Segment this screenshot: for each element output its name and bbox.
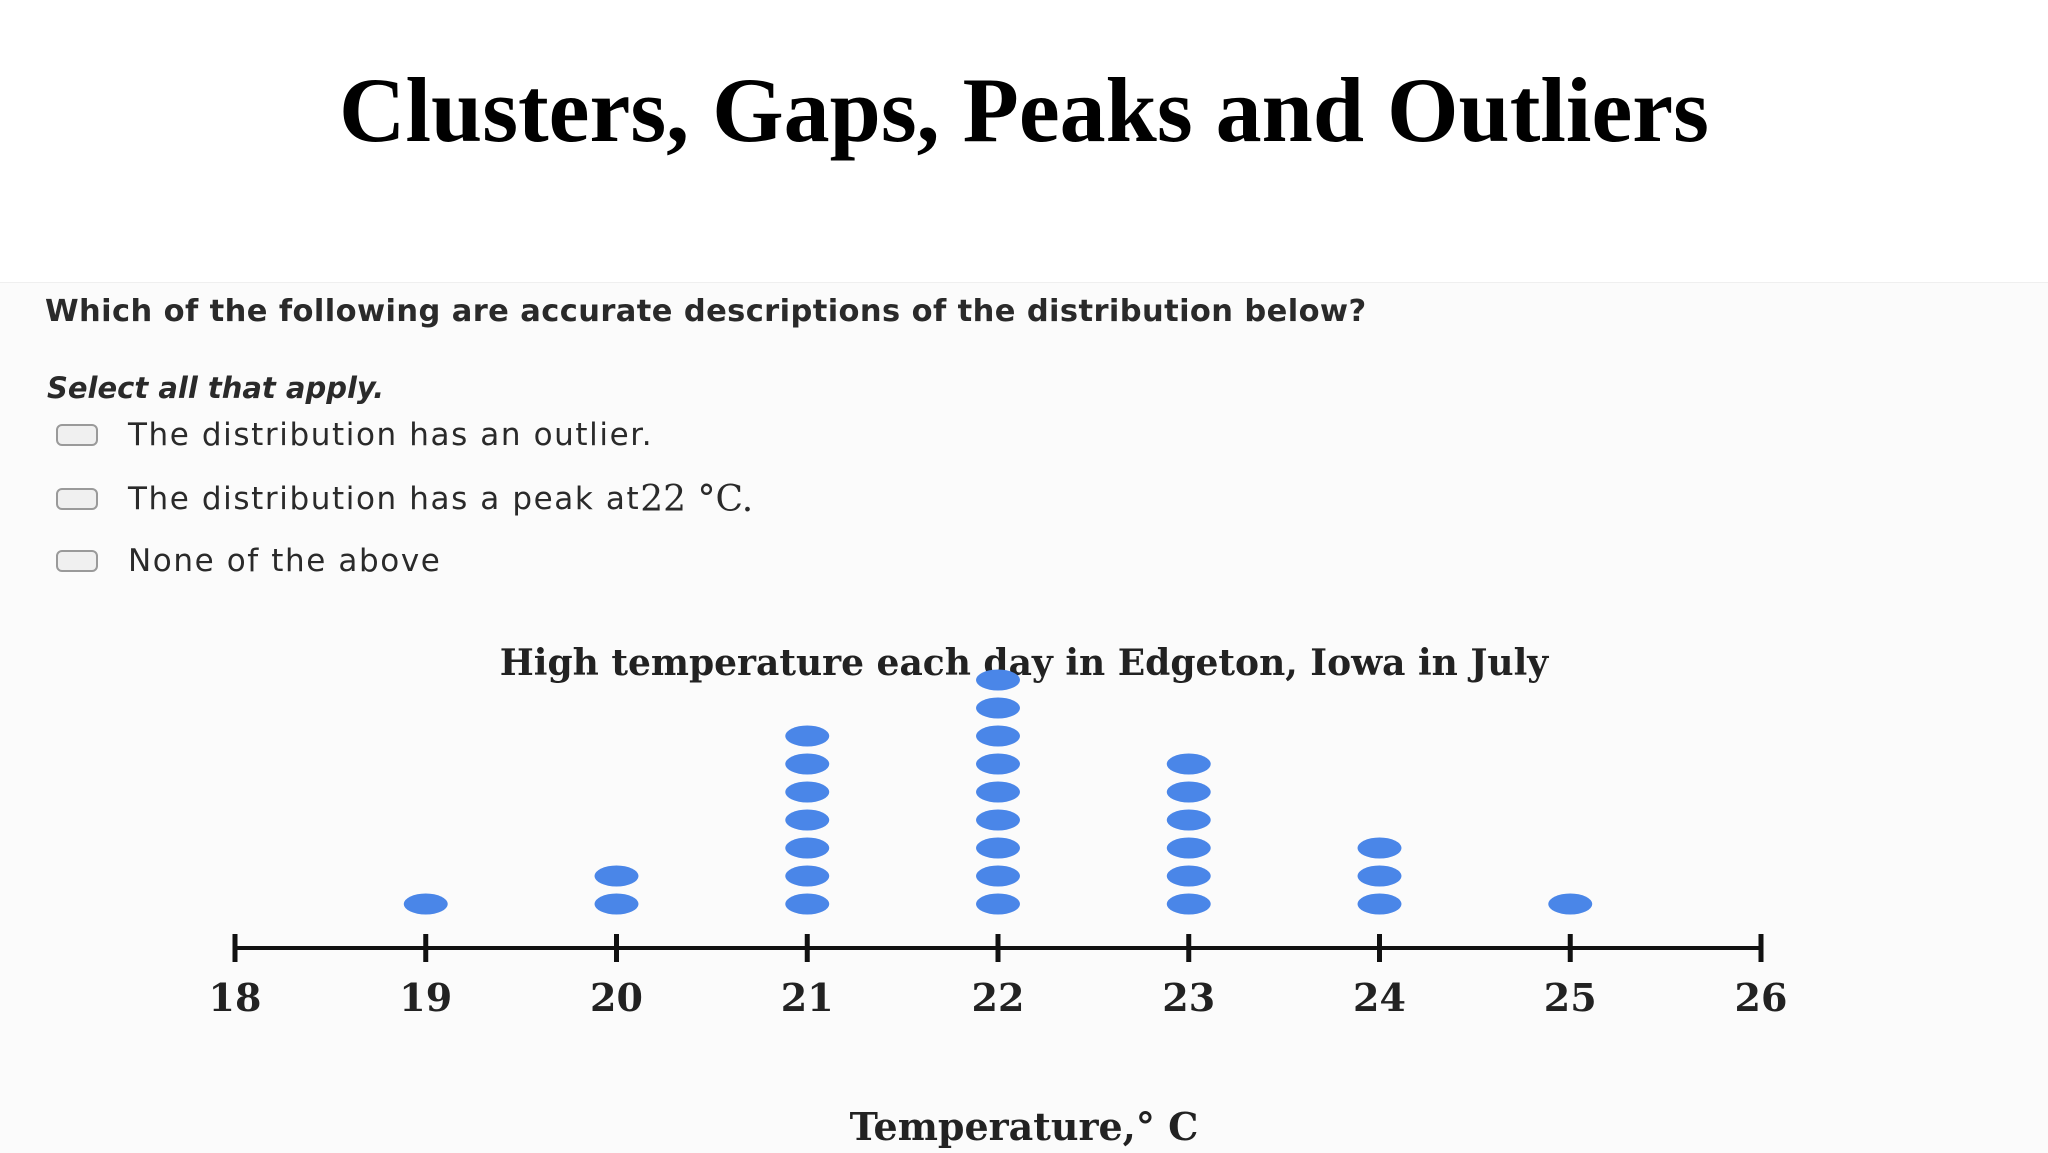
dot-21-7 bbox=[785, 725, 830, 747]
x-tick-label-18: 18 bbox=[209, 975, 262, 1020]
dot-22-7 bbox=[976, 725, 1020, 747]
x-tick-label-24: 24 bbox=[1353, 975, 1406, 1020]
dot-21-5 bbox=[785, 781, 830, 803]
dot-22-5 bbox=[976, 781, 1020, 803]
option-peak-label: The distribution has a peak at bbox=[128, 481, 641, 517]
dot-23-3 bbox=[1166, 837, 1211, 859]
dot-22-3 bbox=[976, 837, 1020, 859]
option-outlier-label: The distribution has an outlier. bbox=[128, 417, 654, 453]
dot-23-5 bbox=[1166, 781, 1211, 803]
option-peak[interactable]: The distribution has a peak at 22 °C. bbox=[56, 478, 754, 520]
dot-24-2 bbox=[1357, 865, 1402, 887]
dot-24-3 bbox=[1357, 837, 1402, 859]
question-prompt: Which of the following are accurate desc… bbox=[45, 294, 1367, 329]
dot-19-1 bbox=[403, 893, 448, 915]
dot-21-6 bbox=[785, 753, 830, 775]
dot-23-6 bbox=[1166, 753, 1211, 775]
option-peak-math: 22 °C. bbox=[640, 478, 754, 520]
chart-title: High temperature each day in Edgeton, Io… bbox=[500, 642, 1549, 684]
dot-23-1 bbox=[1166, 893, 1211, 915]
dot-plot: High temperature each day in Edgeton, Io… bbox=[209, 642, 1788, 1149]
dot-layer bbox=[403, 669, 1593, 915]
dot-24-1 bbox=[1357, 893, 1402, 915]
x-tick-label-20: 20 bbox=[590, 975, 643, 1020]
dot-23-2 bbox=[1166, 865, 1211, 887]
x-tick-label-26: 26 bbox=[1735, 975, 1788, 1020]
dot-22-9 bbox=[976, 669, 1020, 691]
dot-20-1 bbox=[594, 893, 639, 915]
dot-21-3 bbox=[785, 837, 830, 859]
dot-21-4 bbox=[785, 809, 830, 831]
option-none[interactable]: None of the above bbox=[56, 541, 441, 581]
dot-22-2 bbox=[976, 865, 1020, 887]
dot-23-4 bbox=[1166, 809, 1211, 831]
dot-21-2 bbox=[785, 865, 830, 887]
dot-22-4 bbox=[976, 809, 1020, 831]
option-outlier[interactable]: The distribution has an outlier. bbox=[56, 415, 653, 455]
question-instruction: Select all that apply. bbox=[47, 371, 385, 405]
question-panel: Which of the following are accurate desc… bbox=[0, 282, 2048, 1153]
x-tick-label-22: 22 bbox=[972, 975, 1025, 1020]
option-peak-checkbox[interactable] bbox=[56, 488, 98, 510]
x-tick-label-23: 23 bbox=[1162, 975, 1215, 1020]
dot-22-1 bbox=[976, 893, 1020, 915]
dot-22-8 bbox=[976, 697, 1020, 719]
dot-22-6 bbox=[976, 753, 1020, 775]
dot-20-2 bbox=[594, 865, 639, 887]
x-axis-label: Temperature,° C bbox=[850, 1104, 1199, 1149]
x-tick-label-21: 21 bbox=[781, 975, 834, 1020]
x-axis: 18 19 20 21 22 23 24 25 26 bbox=[209, 934, 1788, 1020]
dot-25-1 bbox=[1548, 893, 1593, 915]
x-tick-label-19: 19 bbox=[399, 975, 452, 1020]
slide-title: Clusters, Gaps, Peaks and Outliers bbox=[339, 59, 1709, 161]
option-outlier-checkbox[interactable] bbox=[56, 424, 98, 446]
option-none-checkbox[interactable] bbox=[56, 550, 98, 572]
x-tick-label-25: 25 bbox=[1544, 975, 1597, 1020]
dot-21-1 bbox=[785, 893, 830, 915]
option-none-label: None of the above bbox=[128, 543, 442, 579]
